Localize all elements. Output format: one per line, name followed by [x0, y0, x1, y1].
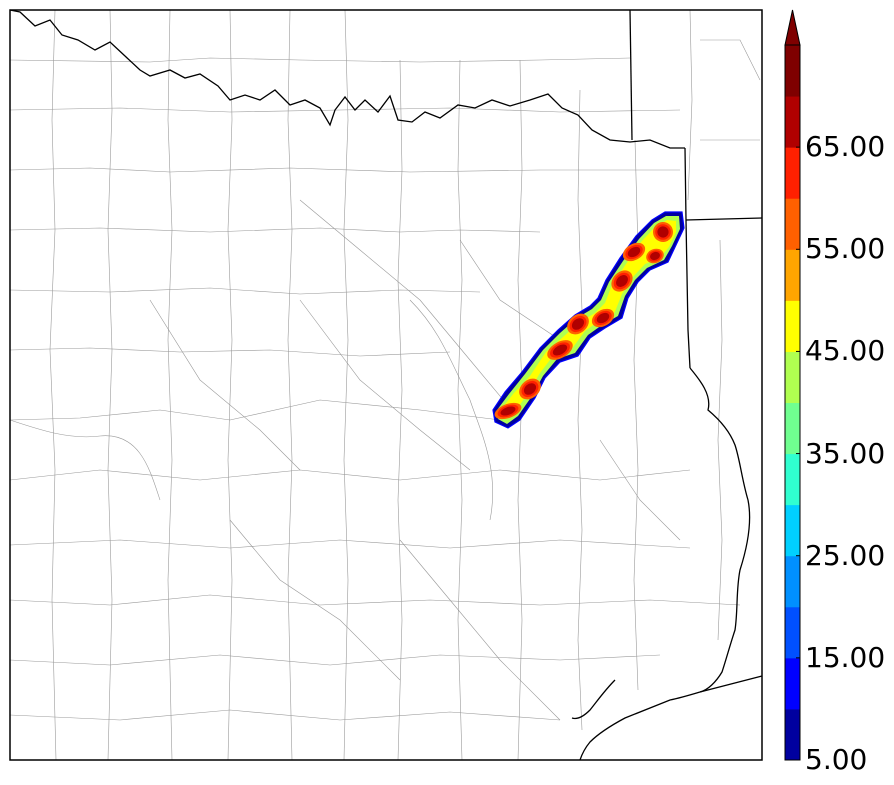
colorbar-bin [785, 351, 800, 403]
reflectivity-core-contour [503, 408, 513, 414]
colorbar-bin [785, 96, 800, 148]
colorbar-bin [785, 504, 800, 557]
reflectivity-core-contour [652, 253, 658, 259]
county-boundaries [9, 9, 761, 761]
reflectivity-core-contour [526, 385, 534, 393]
colorbar-tick-label: 55.00 [805, 232, 886, 266]
reflectivity-core-contour [659, 228, 667, 236]
colorbar-tick-label: 65.00 [805, 130, 886, 164]
colorbar-bin [785, 198, 800, 250]
reflectivity-core-contour [630, 248, 638, 256]
colorbar-bin [785, 555, 800, 608]
reflectivity-core-contour [574, 320, 582, 328]
colorbar-tick-label: 45.00 [805, 334, 886, 368]
reflectivity-core-contour [555, 346, 565, 354]
colorbar-bin [785, 300, 800, 352]
colorbar [784, 9, 801, 761]
colorbar-bin [785, 45, 800, 97]
swath-envelope [502, 220, 676, 419]
colorbar-bin [785, 708, 800, 761]
colorbar-frame [784, 44, 801, 761]
colorbar-bin [785, 606, 800, 659]
reflectivity-swath [492, 211, 685, 429]
colorbar-bin [785, 453, 800, 506]
colorbar-bin [785, 147, 800, 199]
colorbar-extend-arrow [784, 9, 801, 46]
colorbar-tick-label: 35.00 [805, 436, 886, 470]
colorbar-bin [785, 249, 800, 301]
state-boundaries [9, 9, 763, 761]
reflectivity-core-contour [599, 314, 607, 322]
colorbar-bin [785, 402, 800, 455]
colorbar-tick-label: 15.00 [805, 640, 886, 674]
colorbar-tick-label: 25.00 [805, 538, 886, 572]
map-frame [9, 9, 763, 761]
colorbar-tick-label: 5.00 [805, 743, 868, 776]
colorbar-bin [785, 657, 800, 710]
reflectivity-core-contour [618, 277, 626, 285]
